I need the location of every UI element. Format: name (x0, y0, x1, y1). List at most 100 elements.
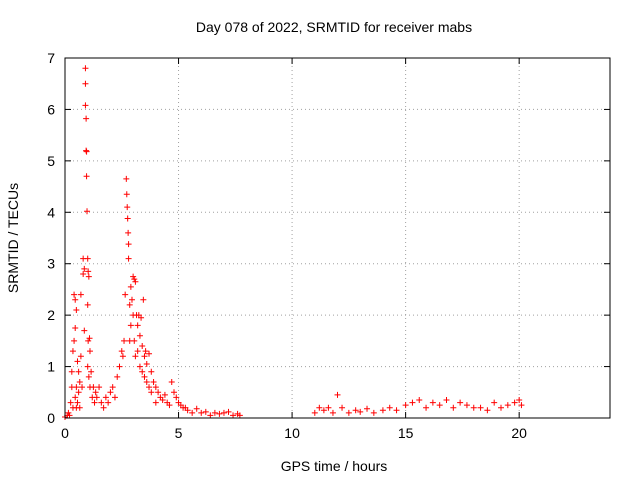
data-point (402, 402, 409, 409)
data-point (88, 368, 95, 375)
plot-frame (64, 57, 611, 419)
data-point (131, 276, 138, 283)
data-point (146, 350, 153, 357)
data-point (416, 397, 423, 403)
data-point (443, 397, 450, 403)
data-point (143, 379, 150, 385)
data-point (379, 407, 386, 414)
data-point (65, 409, 72, 416)
data-point (77, 291, 84, 298)
data-point (159, 397, 166, 403)
data-point (457, 399, 464, 406)
data-point (334, 391, 341, 398)
data-point (82, 102, 89, 109)
data-point (207, 412, 214, 419)
data-point (73, 307, 80, 313)
data-point (329, 409, 336, 416)
data-point (128, 296, 135, 303)
data-point (498, 404, 504, 411)
data-point (148, 368, 155, 375)
data-point (139, 368, 146, 375)
data-point (230, 412, 237, 419)
data-point (150, 379, 157, 385)
data-point (220, 409, 227, 416)
data-point (81, 265, 88, 272)
data-point (352, 407, 359, 414)
data-point (75, 368, 82, 375)
data-point (84, 208, 91, 215)
data-point (82, 80, 89, 87)
data-point (216, 410, 223, 417)
data-point (81, 327, 88, 334)
data-point (142, 348, 149, 355)
data-point (168, 379, 175, 385)
data-point (123, 191, 130, 198)
data-point (141, 353, 148, 360)
data-points (62, 65, 525, 420)
data-point (85, 273, 92, 280)
data-point (131, 337, 138, 344)
data-point (96, 384, 103, 391)
data-point (134, 348, 141, 355)
x-tick-label: 5 (175, 425, 183, 441)
data-point (83, 148, 90, 155)
data-point (370, 409, 377, 416)
y-tick-label: 4 (47, 204, 55, 220)
grid-lines (65, 58, 610, 418)
axis-ticks: 0 5 10 15 20 0 1 2 3 4 5 6 7 (47, 50, 610, 441)
data-point (127, 322, 134, 329)
data-point (152, 384, 159, 391)
data-point (236, 412, 243, 419)
x-tick-label: 10 (284, 425, 300, 441)
data-point (84, 255, 91, 262)
data-point (125, 229, 132, 236)
data-point (357, 408, 364, 415)
data-point (132, 278, 139, 285)
data-point (148, 389, 155, 396)
data-point (171, 389, 177, 396)
data-point (85, 268, 92, 275)
data-point (121, 337, 128, 344)
data-point (138, 314, 145, 321)
data-point (86, 348, 93, 355)
y-tick-label: 1 (47, 359, 55, 375)
data-point (130, 273, 137, 280)
data-point (80, 271, 87, 277)
data-point (143, 361, 150, 367)
data-point (141, 373, 148, 380)
data-point (132, 353, 139, 360)
data-point (436, 402, 443, 409)
data-point (116, 363, 123, 370)
data-point (111, 394, 118, 401)
data-point (386, 404, 393, 411)
data-point (189, 409, 196, 416)
data-point (119, 353, 126, 360)
data-point (67, 399, 74, 406)
data-point (155, 389, 162, 396)
data-point (211, 409, 218, 416)
data-point (84, 363, 91, 370)
data-point (393, 407, 400, 414)
data-point (72, 325, 79, 331)
data-point (124, 204, 131, 211)
data-point (339, 404, 346, 411)
data-point (198, 409, 205, 416)
data-point (125, 241, 132, 248)
data-point (127, 283, 134, 290)
data-point (450, 404, 457, 411)
data-point (85, 337, 92, 344)
data-point (146, 384, 153, 391)
data-point (504, 402, 511, 409)
data-point (86, 335, 93, 342)
y-tick-label: 6 (47, 101, 55, 117)
data-point (102, 394, 109, 401)
x-tick-label: 15 (398, 425, 414, 441)
data-point (66, 412, 73, 419)
data-point (72, 296, 79, 303)
data-point (77, 353, 84, 360)
data-point (152, 399, 159, 406)
data-point (477, 404, 484, 411)
data-point (71, 291, 78, 298)
y-axis-label: SRMTID / TECUs (5, 183, 21, 293)
data-point (105, 399, 112, 406)
